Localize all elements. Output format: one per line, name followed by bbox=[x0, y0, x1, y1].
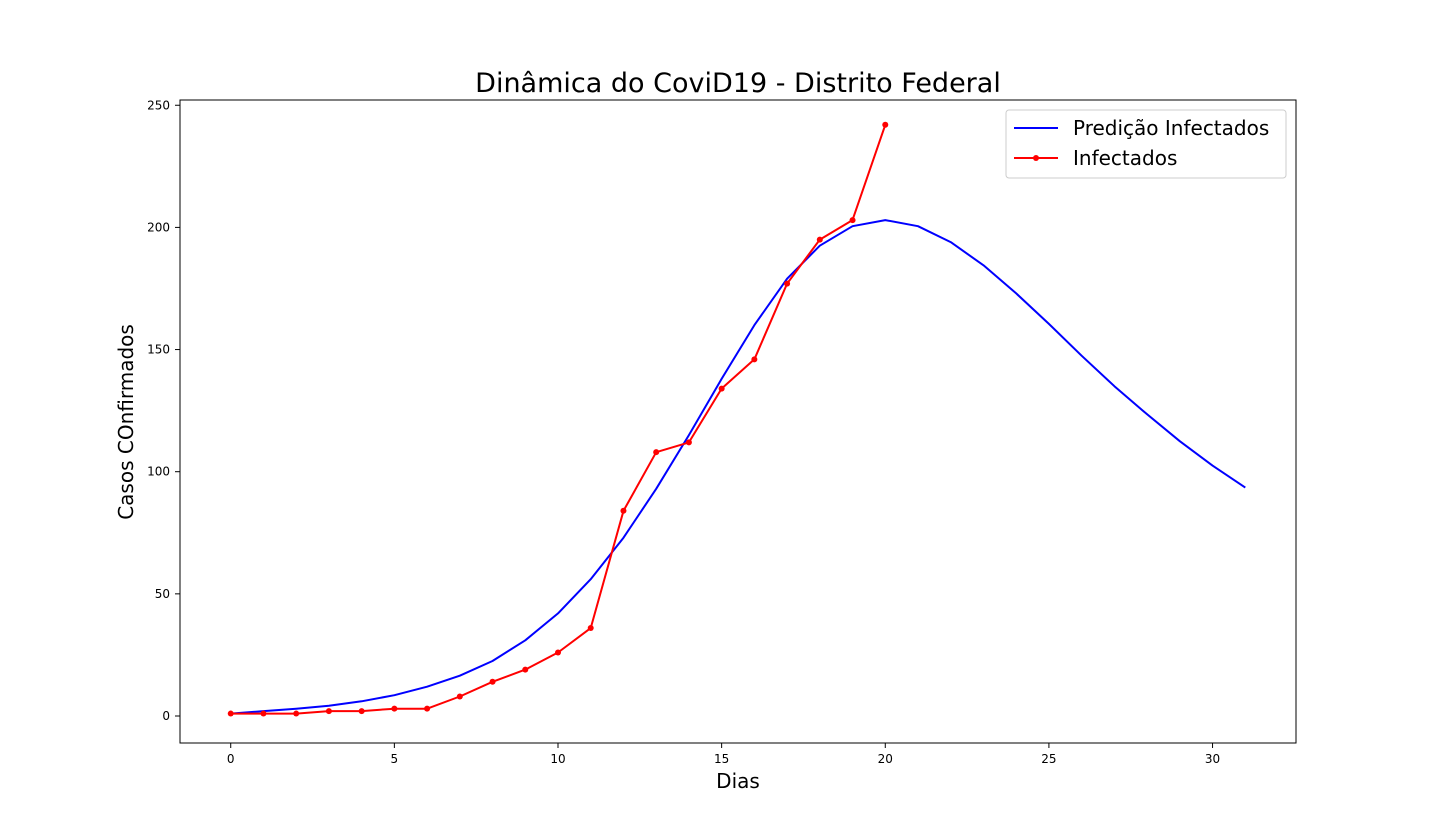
plot-area bbox=[179, 99, 1297, 744]
y-axis: 0 50 100 150 200 250 bbox=[147, 98, 180, 723]
y-tick-label: 200 bbox=[147, 220, 170, 234]
series-point-1 bbox=[587, 625, 594, 632]
series-point-1 bbox=[358, 708, 365, 715]
y-tick-label: 250 bbox=[147, 98, 170, 112]
series-point-1 bbox=[391, 705, 398, 712]
x-tick-label: 5 bbox=[391, 752, 399, 766]
x-tick-label: 30 bbox=[1205, 752, 1220, 766]
chart-title: Dinâmica do CoviD19 - Distrito Federal bbox=[475, 68, 1001, 99]
series-point-1 bbox=[325, 708, 332, 715]
series-point-1 bbox=[489, 678, 496, 685]
legend: Predição Infectados Infectados bbox=[1005, 109, 1287, 179]
series-line-0 bbox=[230, 219, 1246, 715]
series-point-1 bbox=[293, 710, 300, 717]
series-point-1 bbox=[653, 449, 660, 456]
series-point-1 bbox=[456, 693, 463, 700]
series-point-1 bbox=[718, 385, 725, 392]
y-tick-label: 150 bbox=[147, 343, 170, 357]
series-point-1 bbox=[424, 705, 431, 712]
x-tick-label: 10 bbox=[550, 752, 565, 766]
series-point-1 bbox=[784, 280, 791, 287]
x-axis: 0 5 10 15 20 25 30 bbox=[227, 743, 1220, 766]
y-tick-label: 50 bbox=[155, 587, 170, 601]
x-axis-label: Dias bbox=[716, 769, 760, 793]
series-point-1 bbox=[260, 710, 267, 717]
series-layer bbox=[227, 121, 1246, 717]
x-tick-label: 0 bbox=[227, 752, 235, 766]
legend-label-1: Infectados bbox=[1073, 146, 1177, 170]
series-point-1 bbox=[751, 356, 758, 363]
series-point-1 bbox=[685, 439, 692, 446]
series-point-1 bbox=[555, 649, 561, 656]
legend-marker-1 bbox=[1033, 155, 1039, 161]
series-point-1 bbox=[620, 507, 627, 514]
y-tick-label: 100 bbox=[147, 465, 170, 479]
y-tick-label: 0 bbox=[162, 709, 170, 723]
x-tick-label: 20 bbox=[878, 752, 893, 766]
legend-box bbox=[1005, 109, 1287, 179]
series-point-1 bbox=[816, 236, 823, 243]
x-tick-label: 15 bbox=[714, 752, 729, 766]
x-tick-label: 25 bbox=[1041, 752, 1056, 766]
y-axis-label: Casos COnfirmados bbox=[114, 324, 138, 520]
series-point-1 bbox=[849, 217, 856, 224]
series-point-1 bbox=[227, 710, 234, 717]
series-point-1 bbox=[882, 121, 889, 128]
series-point-1 bbox=[522, 666, 529, 673]
plot-frame bbox=[179, 99, 1297, 744]
legend-label-0: Predição Infectados bbox=[1073, 116, 1269, 140]
